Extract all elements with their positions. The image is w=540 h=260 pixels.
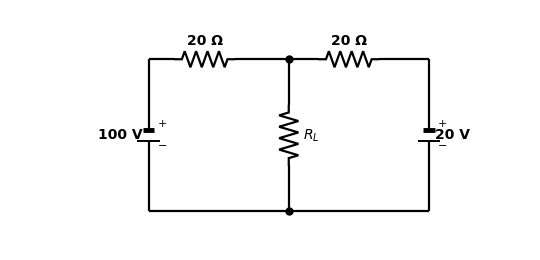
Text: $R_L$: $R_L$ bbox=[303, 127, 319, 144]
Text: +: + bbox=[158, 119, 167, 129]
Text: −: − bbox=[158, 141, 167, 151]
Text: −: − bbox=[438, 141, 447, 151]
Text: 100 V: 100 V bbox=[98, 128, 143, 142]
Text: 20 Ω: 20 Ω bbox=[331, 34, 367, 48]
Text: +: + bbox=[438, 119, 447, 129]
Text: 20 Ω: 20 Ω bbox=[187, 34, 222, 48]
Text: 20 V: 20 V bbox=[435, 128, 470, 142]
